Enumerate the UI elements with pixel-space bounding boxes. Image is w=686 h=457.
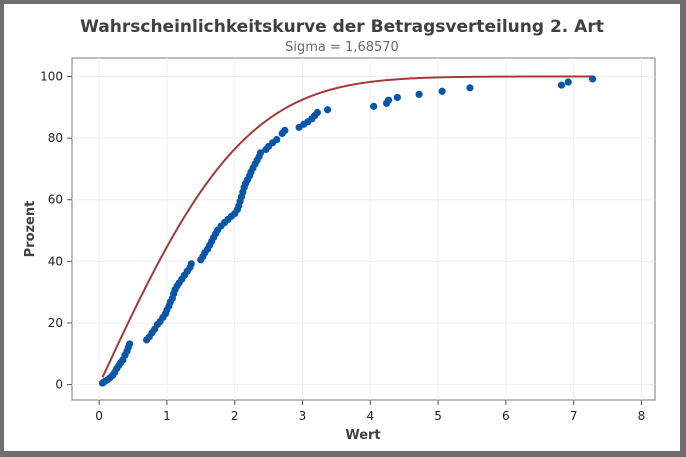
- y-tick-label: 60: [48, 193, 63, 207]
- y-axis-label: Prozent: [23, 201, 38, 258]
- data-point: [273, 136, 281, 144]
- data-point: [313, 108, 322, 117]
- y-tick-label: 100: [40, 69, 63, 83]
- x-tick-label: 5: [434, 409, 442, 423]
- x-tick-label: 3: [299, 409, 307, 423]
- data-point: [564, 78, 572, 86]
- x-tick-label: 2: [231, 409, 239, 423]
- x-tick-label: 7: [570, 409, 578, 423]
- distribution-curve: [101, 75, 593, 378]
- grid-lines: [72, 58, 655, 400]
- plot-area: [71, 57, 656, 401]
- probability-plot: Wahrscheinlichkeitskurve der Betragsvert…: [23, 17, 656, 443]
- x-tick-label: 6: [502, 409, 510, 423]
- data-point: [438, 87, 446, 95]
- data-point: [589, 75, 597, 83]
- data-point: [393, 93, 401, 102]
- chart-title: Wahrscheinlichkeitskurve der Betragsvert…: [80, 17, 604, 37]
- data-point: [256, 149, 265, 157]
- data-point: [415, 90, 423, 98]
- data-point: [384, 96, 393, 104]
- x-axis: 0 1 2 3 4 5 6 7 8: [95, 400, 645, 423]
- data-points: [98, 75, 597, 387]
- data-point: [323, 106, 332, 114]
- data-point: [281, 126, 289, 135]
- data-point: [557, 81, 566, 89]
- y-tick-label: 40: [48, 254, 63, 268]
- y-tick-label: 0: [55, 378, 63, 392]
- y-axis: 0 20 40 60 80 100: [40, 69, 72, 392]
- x-tick-label: 0: [95, 409, 103, 423]
- data-point: [126, 340, 134, 348]
- x-tick-label: 8: [638, 409, 646, 423]
- x-tick-label: 1: [163, 409, 171, 423]
- x-tick-label: 4: [366, 409, 374, 423]
- y-tick-label: 20: [48, 316, 63, 330]
- data-point: [370, 102, 378, 110]
- data-point: [466, 84, 474, 92]
- data-point: [187, 260, 195, 268]
- x-axis-label: Wert: [345, 428, 380, 443]
- y-tick-label: 80: [48, 131, 63, 145]
- chart-subtitle: Sigma = 1,68570: [285, 40, 399, 55]
